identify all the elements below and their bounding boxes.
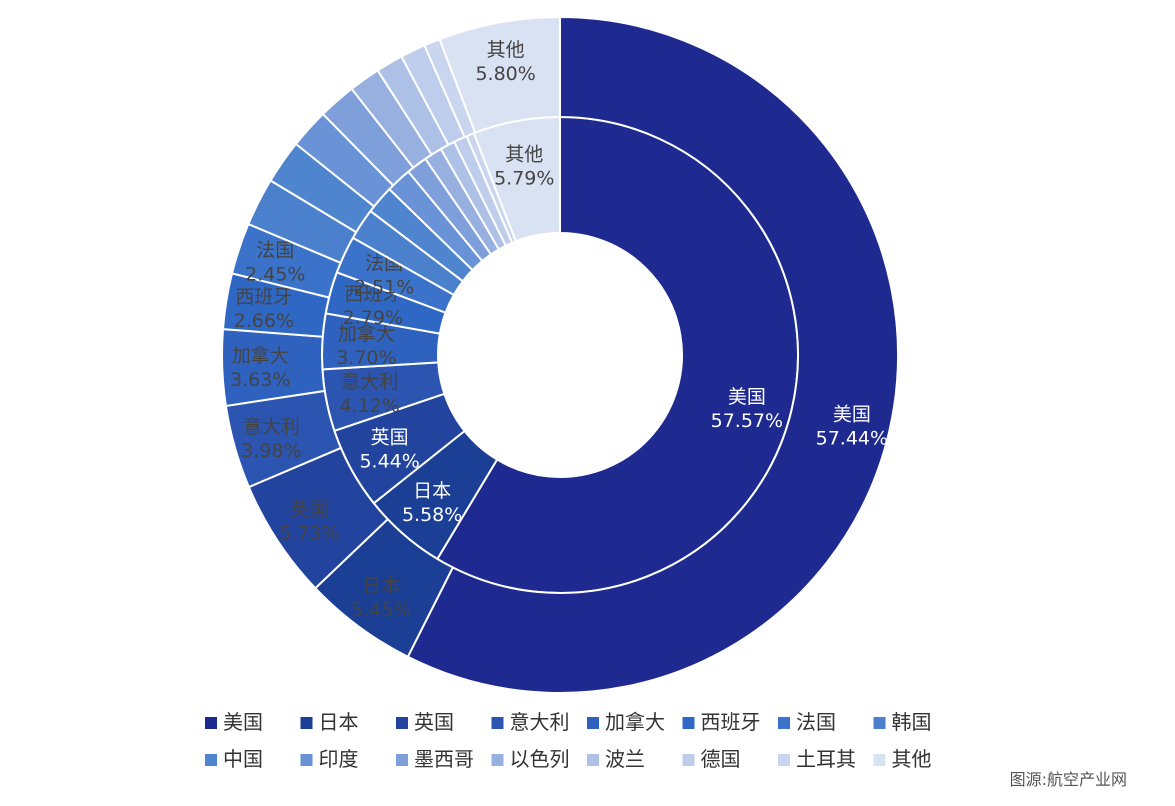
inner-label-value-5: 2.79% bbox=[343, 307, 403, 329]
outer-label-category-6: 法国 bbox=[256, 239, 294, 261]
legend-label-0: 美国 bbox=[223, 710, 263, 734]
legend-label-5: 西班牙 bbox=[701, 710, 761, 734]
legend-swatch-3 bbox=[491, 717, 504, 729]
outer-label-value-1: 5.45% bbox=[351, 599, 411, 621]
legend-label-14: 土耳其 bbox=[796, 747, 856, 771]
outer-label-category-3: 意大利 bbox=[243, 416, 300, 438]
legend-swatch-4 bbox=[587, 717, 599, 729]
inner-label-category-3: 意大利 bbox=[341, 371, 398, 393]
inner-label-category-2: 英国 bbox=[371, 427, 409, 449]
legend-swatch-0 bbox=[205, 717, 217, 729]
legend-label-4: 加拿大 bbox=[605, 710, 665, 734]
inner-label-category-0: 美国 bbox=[728, 386, 766, 408]
legend-swatch-9 bbox=[300, 754, 313, 766]
legend-label-10: 墨西哥 bbox=[414, 747, 474, 771]
outer-label-value-15: 5.80% bbox=[475, 63, 535, 85]
legend-label-9: 印度 bbox=[319, 747, 359, 771]
legend-swatch-7 bbox=[873, 717, 886, 729]
inner-label-value-1: 5.58% bbox=[402, 504, 462, 526]
legend-swatch-5 bbox=[682, 717, 695, 729]
legend-swatch-13 bbox=[682, 754, 695, 766]
inner-label-value-0: 57.57% bbox=[711, 410, 783, 432]
legend-label-1: 日本 bbox=[319, 710, 359, 734]
legend-swatch-10 bbox=[396, 754, 408, 766]
legend-label-8: 中国 bbox=[223, 747, 263, 771]
inner-label-category-4: 加拿大 bbox=[338, 322, 395, 345]
inner-label-value-3: 4.12% bbox=[339, 395, 399, 417]
inner-label-category-15: 其他 bbox=[505, 143, 543, 165]
inner-label-value-2: 5.44% bbox=[359, 451, 419, 473]
legend-swatch-11 bbox=[491, 754, 504, 766]
outer-label-value-6: 2.45% bbox=[245, 263, 305, 285]
legend-label-2: 英国 bbox=[414, 710, 454, 734]
source-caption: 图源:航空产业网 bbox=[1009, 770, 1127, 789]
legend-swatch-15 bbox=[873, 754, 886, 766]
outer-label-value-4: 3.63% bbox=[230, 369, 290, 391]
inner-label-value-4: 3.70% bbox=[336, 347, 396, 369]
legend-swatch-1 bbox=[300, 717, 313, 729]
inner-label-value-6: 2.51% bbox=[354, 276, 414, 298]
legend-label-6: 法国 bbox=[796, 710, 836, 734]
outer-label-value-3: 3.98% bbox=[241, 440, 301, 462]
legend-label-11: 以色列 bbox=[510, 747, 570, 771]
legend-label-7: 韩国 bbox=[892, 710, 932, 734]
outer-slice-15 bbox=[438, 15, 561, 134]
outer-label-value-0: 57.44% bbox=[816, 427, 888, 449]
legend-swatch-6 bbox=[778, 717, 790, 729]
legend-swatch-2 bbox=[396, 717, 408, 729]
outer-label-category-1: 日本 bbox=[362, 575, 400, 597]
outer-label-value-5: 2.66% bbox=[234, 310, 294, 332]
outer-label-category-5: 西班牙 bbox=[235, 286, 292, 308]
legend-label-12: 波兰 bbox=[605, 747, 645, 771]
legend-label-3: 意大利 bbox=[510, 710, 570, 734]
outer-label-category-15: 其他 bbox=[487, 39, 525, 61]
legend-swatch-12 bbox=[587, 754, 599, 766]
inner-label-category-1: 日本 bbox=[413, 480, 451, 502]
outer-label-category-4: 加拿大 bbox=[232, 344, 289, 367]
legend-label-13: 德国 bbox=[701, 747, 741, 771]
legend-label-15: 其他 bbox=[892, 747, 932, 771]
legend-swatch-8 bbox=[205, 754, 217, 766]
outer-label-category-2: 英国 bbox=[290, 499, 328, 521]
inner-label-value-15: 5.79% bbox=[494, 167, 554, 189]
outer-label-category-0: 美国 bbox=[833, 403, 871, 425]
legend-swatch-14 bbox=[778, 754, 790, 766]
outer-label-value-2: 5.73% bbox=[279, 523, 339, 545]
outer-slice-0 bbox=[406, 15, 899, 694]
